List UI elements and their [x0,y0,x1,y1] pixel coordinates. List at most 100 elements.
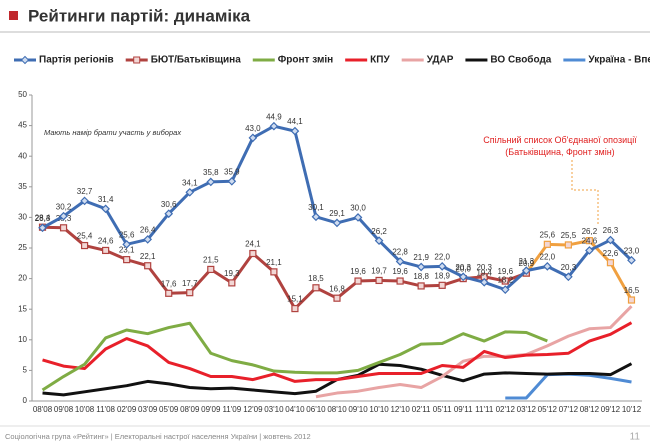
x-tick-label: 09'12 [601,405,621,414]
line-opposition [525,239,633,301]
annotation-text: (Батьківщина, Фронт змін) [505,147,614,157]
data-label: 30,0 [350,204,366,213]
legend-label: УДАР [427,55,454,66]
data-label: 17,7 [182,279,198,288]
line [41,321,548,392]
data-label: 21,1 [266,258,282,267]
data-label: 30,1 [308,203,324,212]
marker [102,246,110,255]
marker [59,211,68,221]
data-label: 19,4 [476,268,492,277]
data-label: 19,6 [392,267,408,276]
marker [396,277,404,285]
x-tick-label: 10'10 [369,405,389,414]
data-label: 32,7 [77,187,93,196]
marker [564,272,573,282]
legend-label: Фронт змін [278,55,333,66]
marker [375,276,383,285]
data-label: 18,2 [497,276,513,285]
marker [290,126,300,136]
marker [164,209,174,219]
y-tick-label: 20 [18,274,27,283]
data-label: 30,6 [161,200,177,209]
data-label: 25,5 [561,231,577,240]
marker [627,255,636,265]
marker [353,213,363,222]
data-label: 22,8 [392,248,408,257]
marker [122,239,132,249]
marker [416,262,426,272]
data-label: 21,9 [413,253,429,262]
x-tick-label: 09'08 [54,405,74,414]
marker [186,289,194,297]
marker [332,218,342,228]
marker [80,196,89,206]
data-label: 15,1 [287,295,303,304]
data-label: 26,4 [140,226,156,235]
x-tick-label: 02'12 [496,405,516,414]
x-tick-label: 03'10 [264,405,284,414]
x-tick-label: 02'09 [117,405,137,414]
note-text: Мають намір брати участь у виборах [44,128,181,137]
legend-marker [20,55,30,65]
marker [333,294,341,302]
data-label: 25,6 [540,230,556,239]
x-tick-label: 09'09 [201,405,221,414]
x-tick-label: 04'10 [285,405,305,414]
data-label: 25,6 [119,230,135,239]
data-label: 20,3 [476,263,492,272]
line [505,372,632,400]
marker [585,237,594,245]
x-tick-label: 12'09 [243,405,263,414]
marker [542,262,552,271]
data-label: 17,6 [161,279,177,288]
x-tick-label: 07'12 [559,405,579,414]
data-label: 22,0 [434,252,450,261]
marker [311,212,321,222]
marker [500,285,510,294]
annotation: Спільний список Об'єднаної опозиції (Бать… [483,135,637,157]
line [315,305,633,399]
x-tick-label: 06'10 [306,405,326,414]
data-label: 26,2 [582,227,598,236]
note: Мають намір брати участь у виборах [44,128,181,137]
data-label: 28,3 [35,214,51,223]
marker [479,277,489,287]
marker [501,277,509,285]
x-tick-label: 11'11 [475,405,494,414]
y-tick-label: 25 [18,243,27,252]
y-tick-label: 45 [18,121,27,130]
y-tick-label: 5 [23,366,28,375]
x-tick-label: 05'11 [433,405,452,414]
marker [227,176,237,186]
y-tick-label: 30 [18,213,27,222]
x-tick-label: 09'11 [454,405,473,414]
marker [228,279,236,287]
line-bjut [42,225,527,311]
data-label: 22,1 [140,252,156,261]
data-label: 25,4 [77,232,93,241]
marker [437,262,447,271]
marker [270,268,278,276]
marker [248,133,258,143]
y-tick-label: 50 [18,90,27,99]
x-tick-label: 08'10 [327,405,347,414]
data-label: 22,6 [603,249,619,258]
data-label: 29,1 [329,209,345,218]
x-tick-label: 10'08 [75,405,95,414]
x-tick-label: 05'12 [538,405,558,414]
marker [417,282,425,290]
title-icon [9,11,18,20]
data-label: 16,5 [624,286,640,295]
x-tick-label: 05'09 [159,405,179,414]
legend-label: КПУ [370,55,390,66]
data-label: 19,7 [371,267,387,276]
marker [564,241,572,249]
marker [38,223,47,233]
line [42,321,633,383]
chart-title: Рейтинги партій: динаміка [28,6,251,25]
marker [395,257,405,266]
data-label: 21,3 [519,257,535,266]
x-tick-label: 03'12 [517,405,537,414]
